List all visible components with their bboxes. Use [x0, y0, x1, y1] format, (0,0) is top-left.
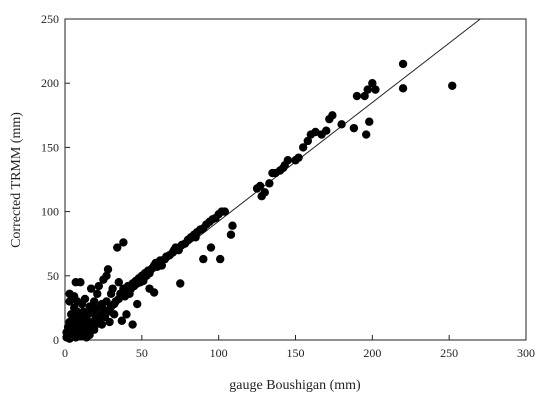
- y-tick-label: 250: [41, 12, 59, 26]
- data-points: [62, 59, 457, 343]
- y-tick-label: 0: [53, 333, 59, 347]
- data-point: [105, 317, 114, 327]
- data-point: [157, 261, 167, 270]
- data-point: [360, 91, 369, 101]
- plot-frame: [64, 18, 527, 341]
- data-point: [349, 123, 359, 133]
- data-point: [363, 85, 372, 94]
- data-point: [337, 120, 346, 129]
- data-point: [133, 299, 142, 309]
- data-point: [322, 126, 331, 135]
- data-point: [80, 294, 90, 304]
- data-point: [255, 181, 265, 191]
- data-point: [298, 143, 308, 152]
- y-axis-ticks: 0 50 100 150 200 250: [41, 12, 70, 347]
- data-point: [371, 85, 380, 94]
- data-point: [122, 310, 131, 319]
- x-tick-label: 300: [517, 346, 535, 360]
- data-point: [91, 303, 100, 313]
- data-point: [328, 111, 337, 120]
- data-point: [149, 288, 159, 297]
- data-point: [226, 230, 236, 239]
- data-point: [361, 130, 371, 139]
- data-point: [206, 243, 216, 252]
- x-tick-label: 150: [287, 346, 305, 360]
- data-point: [109, 310, 119, 319]
- y-axis-label: Corrected TRMM (mm): [9, 112, 24, 248]
- data-point: [176, 279, 185, 288]
- data-point: [265, 179, 274, 188]
- y-tick-label: 100: [41, 205, 59, 219]
- data-point: [97, 320, 107, 329]
- data-point: [260, 188, 269, 197]
- x-tick-label: 0: [62, 346, 68, 360]
- data-point: [89, 297, 99, 306]
- x-tick-label: 50: [136, 346, 148, 360]
- data-point: [294, 153, 303, 162]
- data-point: [448, 81, 457, 90]
- data-point: [113, 243, 122, 252]
- x-axis-ticks: 0 50 100 150 200 250 300: [62, 335, 535, 360]
- x-tick-label: 200: [363, 346, 381, 360]
- data-point: [102, 271, 111, 280]
- data-point: [303, 136, 312, 146]
- data-point: [398, 84, 408, 93]
- data-point: [86, 284, 96, 293]
- data-point: [119, 238, 128, 247]
- y-tick-label: 200: [41, 76, 59, 90]
- data-point: [228, 221, 237, 230]
- y-tick-label: 150: [41, 140, 59, 154]
- data-point: [108, 284, 117, 293]
- x-tick-label: 250: [440, 346, 458, 360]
- data-point: [76, 278, 85, 287]
- data-point: [283, 156, 293, 165]
- data-point: [94, 281, 104, 291]
- data-point: [117, 316, 127, 325]
- data-point: [368, 79, 377, 88]
- data-point: [103, 265, 113, 274]
- data-point: [220, 207, 230, 216]
- y-tick-label: 50: [47, 269, 59, 283]
- x-axis-label: gauge Boushigan (mm): [229, 378, 361, 393]
- x-tick-label: 100: [210, 346, 228, 360]
- data-point: [365, 117, 374, 126]
- data-point: [398, 59, 408, 69]
- data-point: [352, 91, 362, 101]
- data-point: [114, 278, 123, 287]
- data-point: [128, 320, 137, 329]
- data-point: [93, 289, 102, 298]
- data-point: [199, 254, 208, 264]
- data-point: [216, 254, 225, 264]
